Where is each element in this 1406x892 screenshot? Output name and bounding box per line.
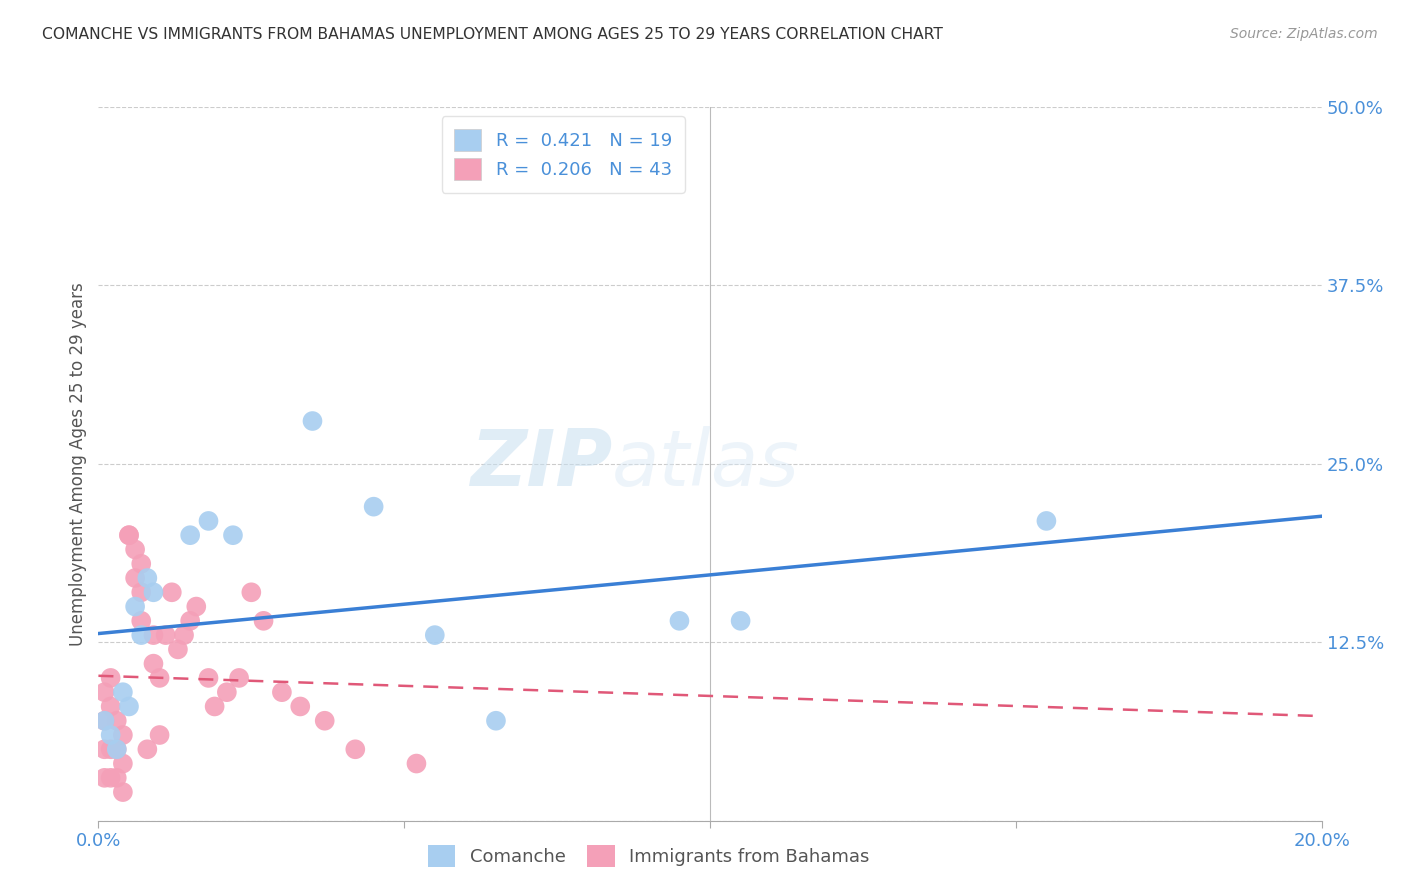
Point (240, 585, 263, 599)
Point (485, 714, 508, 728)
Point (136, 571, 159, 585)
Point (186, 599, 208, 614)
Point (1035, 514, 1057, 528)
Point (270, 685, 292, 699)
Point (155, 628, 177, 642)
Point (149, 728, 172, 742)
Point (290, 699, 312, 714)
Point (142, 657, 165, 671)
Y-axis label: Unemployment Among Ages 25 to 29 years: Unemployment Among Ages 25 to 29 years (69, 282, 87, 646)
Point (93, 771, 115, 785)
Point (105, 742, 128, 756)
Point (93, 714, 115, 728)
Point (118, 528, 141, 542)
Point (111, 728, 134, 742)
Point (118, 699, 141, 714)
Text: Source: ZipAtlas.com: Source: ZipAtlas.com (1230, 27, 1378, 41)
Point (124, 542, 146, 557)
Point (423, 628, 446, 642)
Point (124, 571, 146, 585)
Point (222, 528, 245, 542)
Point (129, 557, 152, 571)
Point (197, 671, 219, 685)
Point (100, 671, 122, 685)
Point (252, 614, 274, 628)
Point (129, 585, 152, 599)
Point (142, 585, 165, 599)
Point (149, 671, 172, 685)
Point (93, 742, 115, 756)
Point (215, 685, 238, 699)
Point (314, 714, 336, 728)
Point (136, 742, 159, 756)
Point (124, 599, 146, 614)
Point (301, 414, 323, 428)
Point (129, 614, 152, 628)
Point (668, 614, 690, 628)
Point (197, 514, 219, 528)
Point (204, 699, 226, 714)
Point (730, 614, 752, 628)
Legend: Comanche, Immigrants from Bahamas: Comanche, Immigrants from Bahamas (419, 836, 879, 876)
Point (160, 585, 183, 599)
Point (105, 714, 128, 728)
Point (100, 742, 122, 756)
Point (111, 685, 134, 699)
Point (167, 642, 190, 657)
Text: ZIP: ZIP (470, 425, 612, 502)
Point (100, 771, 122, 785)
Point (179, 528, 201, 542)
Point (173, 628, 195, 642)
Text: COMANCHE VS IMMIGRANTS FROM BAHAMAS UNEMPLOYMENT AMONG AGES 25 TO 29 YEARS CORRE: COMANCHE VS IMMIGRANTS FROM BAHAMAS UNEM… (42, 27, 943, 42)
Point (142, 628, 165, 642)
Point (228, 671, 250, 685)
Point (100, 728, 122, 742)
Point (111, 756, 134, 771)
Point (100, 699, 122, 714)
Point (179, 614, 201, 628)
Point (405, 756, 427, 771)
Point (93, 714, 115, 728)
Point (129, 628, 152, 642)
Point (363, 500, 385, 514)
Point (118, 528, 141, 542)
Point (105, 742, 128, 756)
Point (93, 685, 115, 699)
Point (105, 771, 128, 785)
Point (111, 785, 134, 799)
Point (344, 742, 367, 756)
Text: atlas: atlas (612, 425, 800, 502)
